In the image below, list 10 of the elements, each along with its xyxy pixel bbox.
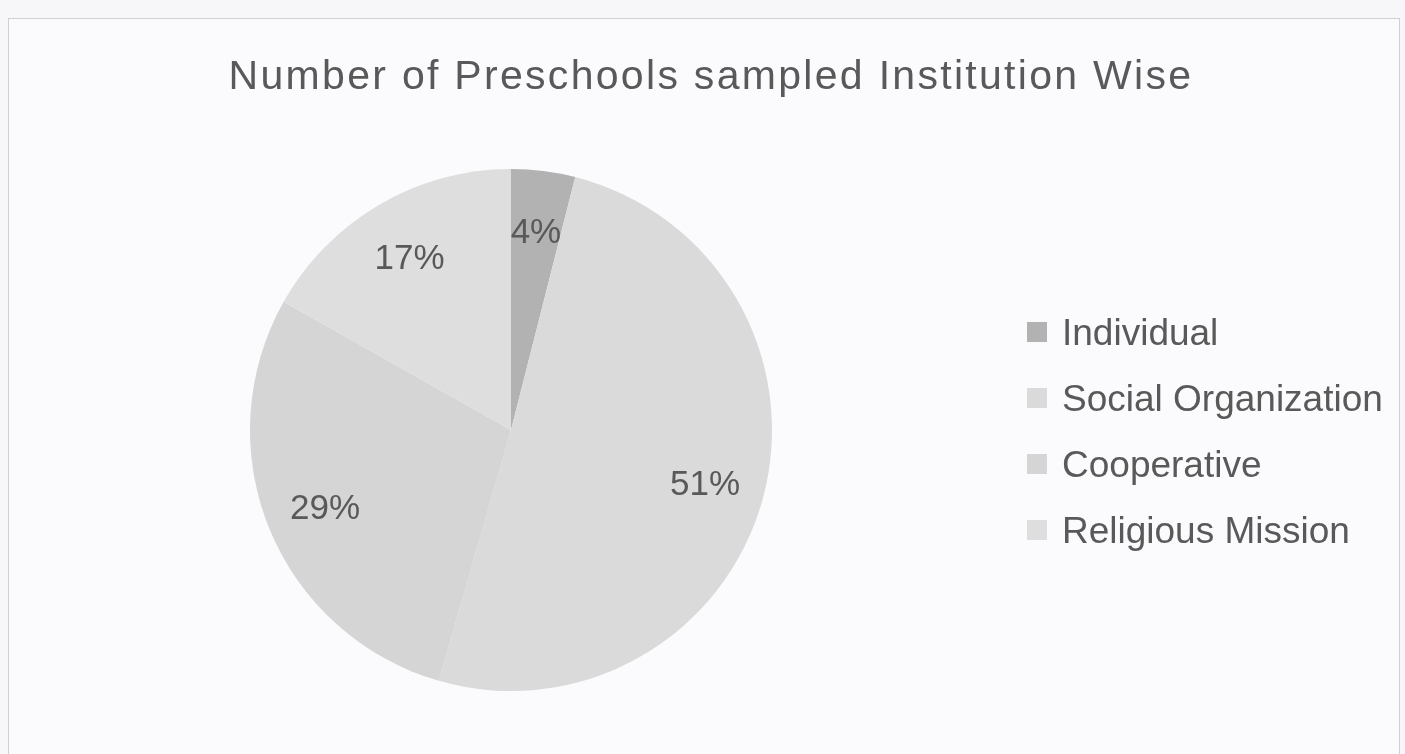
data-label: 29% xyxy=(290,486,361,526)
data-label: 4% xyxy=(510,211,562,251)
legend-label: Individual xyxy=(1062,311,1219,353)
chart-title: Number of Preschools sampled Institution Wise xyxy=(228,52,1194,98)
legend-label: Cooperative xyxy=(1062,443,1262,485)
legend-label: Religious Mission xyxy=(1062,509,1350,551)
legend-label: Social Organization xyxy=(1062,377,1383,419)
data-label: 17% xyxy=(374,236,445,276)
data-label: 51% xyxy=(669,463,741,503)
pie-slice xyxy=(511,169,576,430)
